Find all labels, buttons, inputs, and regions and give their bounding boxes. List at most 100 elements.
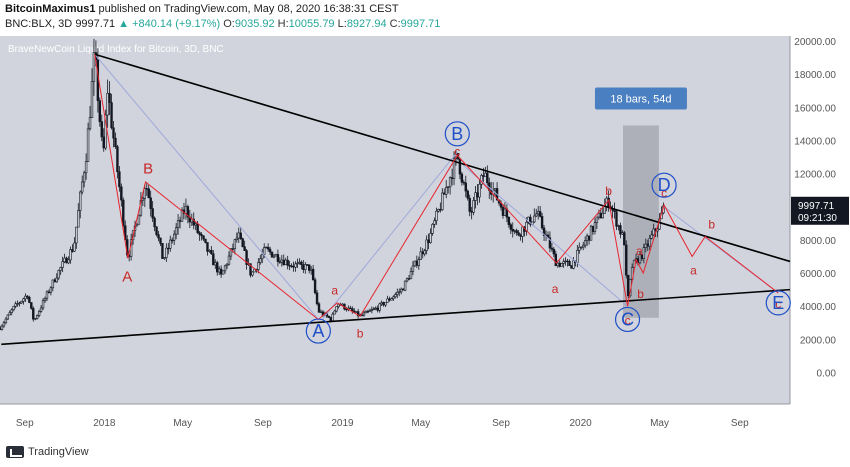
candle-body	[327, 315, 330, 318]
x-tick-label: Sep	[254, 418, 272, 429]
candle-body	[208, 250, 211, 252]
wave-label-red: c	[625, 313, 631, 327]
candle-body	[601, 213, 604, 219]
trendline[interactable]	[94, 53, 791, 263]
wave-label-red: b	[357, 327, 364, 341]
candle-body	[617, 225, 620, 227]
high-label: H:	[277, 18, 289, 30]
candle-body	[443, 192, 446, 195]
tradingview-logo-icon	[6, 446, 24, 458]
candle-body	[100, 121, 103, 138]
candle-body	[517, 232, 520, 236]
candle-body	[257, 262, 260, 270]
wave-guide-line[interactable]	[94, 53, 319, 320]
candle-body	[161, 243, 164, 259]
candle-body	[599, 212, 603, 219]
trendline[interactable]	[1, 288, 791, 346]
y-tick-label: 8000.00	[800, 236, 837, 247]
candle-body	[425, 239, 428, 251]
close-label: C:	[389, 18, 401, 30]
candle-body	[503, 208, 507, 216]
wave-label-circle	[305, 318, 331, 344]
candle-body	[513, 230, 516, 232]
author-name[interactable]: BitcoinMaximus1	[5, 3, 96, 15]
candle-body	[274, 254, 278, 257]
candles[interactable]	[0, 38, 665, 331]
candle-body	[437, 209, 440, 212]
chart-title: BraveNewCoin Liquid Index for Bitcoin, 3…	[8, 44, 224, 55]
candle-body	[114, 137, 117, 148]
wave-label-red: B	[143, 161, 153, 178]
candle-body	[331, 313, 334, 321]
candle-body	[184, 206, 188, 214]
candle-body	[466, 190, 469, 199]
candle-body	[515, 230, 518, 234]
candle-body	[8, 312, 11, 316]
candle-body	[118, 171, 121, 188]
candle-body	[45, 291, 49, 299]
candle-body	[120, 186, 123, 201]
candle-body	[433, 220, 436, 225]
wave-label-red: b	[605, 184, 612, 198]
candle-body	[429, 233, 432, 244]
time-axis[interactable]	[0, 404, 790, 440]
candle-body	[304, 264, 307, 270]
candle-body	[560, 263, 563, 267]
candle-body	[106, 93, 109, 116]
candle-body	[200, 234, 203, 237]
candle-body	[86, 128, 90, 162]
candle-body	[280, 259, 284, 263]
candle-body	[300, 261, 303, 265]
candle-body	[63, 257, 66, 262]
candle-body	[542, 227, 546, 236]
candle-body	[102, 136, 105, 149]
price-change: ▲ +840.14 (+9.17%)	[118, 18, 221, 30]
candle-body	[57, 270, 60, 279]
candle-body	[366, 310, 370, 313]
candle-body	[337, 304, 340, 307]
candle-body	[176, 220, 180, 228]
candle-body	[308, 264, 311, 271]
candle-body	[266, 246, 270, 250]
tradingview-logo[interactable]: TradingView	[6, 446, 89, 458]
candle-body	[206, 242, 209, 252]
wave-guide-line[interactable]	[462, 164, 628, 307]
candle-body	[394, 294, 397, 298]
elliott-wave-path[interactable]	[94, 54, 779, 321]
candle-body	[26, 295, 29, 298]
candle-body	[174, 227, 178, 235]
candle-body	[642, 247, 646, 259]
candle-body	[149, 197, 152, 209]
candle-body	[533, 215, 536, 223]
candle-body	[225, 263, 229, 267]
candle-body	[615, 211, 618, 227]
candle-body	[231, 248, 235, 250]
candle-body	[6, 314, 10, 320]
candle-body	[309, 268, 313, 271]
candle-body	[147, 188, 150, 199]
candle-body	[478, 183, 481, 198]
wave-label-circle	[444, 121, 470, 147]
candle-body	[219, 268, 223, 275]
candle-body	[419, 251, 422, 260]
candle-body	[529, 216, 532, 225]
candle-body	[12, 305, 15, 311]
price-chart[interactable]: 0.002000.004000.006000.008000.0010000.00…	[0, 36, 850, 440]
candle-body	[251, 271, 254, 276]
wave-guide-line[interactable]	[321, 151, 458, 320]
candle-body	[18, 302, 21, 304]
candle-body	[591, 225, 595, 232]
candle-body	[538, 211, 542, 217]
candle-body	[421, 251, 424, 255]
price-axis[interactable]	[790, 36, 850, 440]
candle-body	[282, 259, 285, 265]
symbol-label: BNC:BLX, 3D	[5, 18, 73, 30]
candle-body	[49, 287, 53, 293]
y-tick-label: 14000.00	[794, 136, 836, 147]
candle-body	[259, 258, 262, 263]
candle-body	[261, 254, 264, 260]
candle-body	[597, 212, 601, 218]
candle-body	[458, 158, 462, 175]
candle-body	[556, 262, 559, 267]
wave-label-red: a	[690, 264, 697, 278]
